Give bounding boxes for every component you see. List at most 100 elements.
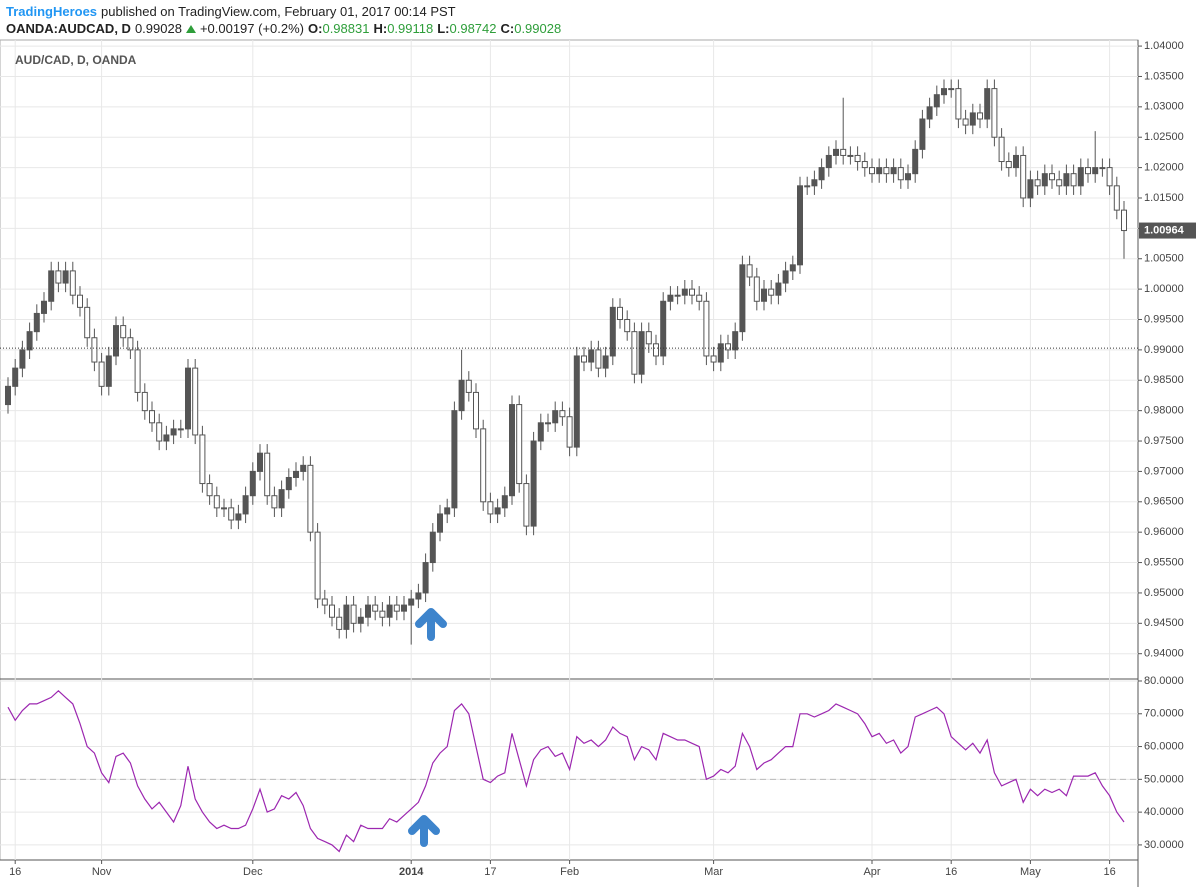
candle-body — [609, 306, 616, 357]
candle-body — [732, 331, 739, 351]
candle-body — [588, 349, 595, 363]
y-tick-label: 1.03000 — [1144, 101, 1184, 113]
candle-body — [969, 112, 976, 126]
arrow-annotation — [415, 608, 447, 641]
candle-body — [1092, 167, 1099, 175]
author[interactable]: TradingHeroes — [6, 4, 98, 19]
x-tick-label: 16 — [1103, 866, 1115, 878]
candle-body — [595, 349, 602, 369]
y-tick-label: 0.99000 — [1144, 344, 1184, 356]
candle-body — [962, 118, 969, 126]
candle-body — [581, 355, 587, 363]
symbol: OANDA:AUDCAD, D — [6, 21, 131, 36]
candle-body — [653, 343, 659, 357]
candle-body — [494, 507, 501, 515]
candle-body — [1027, 179, 1034, 199]
arrow-annotation — [408, 815, 440, 847]
candle-body — [48, 270, 55, 302]
candle-body — [480, 428, 487, 503]
candle-body — [501, 495, 508, 509]
close-value: 0.99028 — [514, 21, 562, 36]
candle-body — [566, 416, 573, 448]
candle-body — [393, 604, 400, 612]
candle-body — [141, 391, 148, 412]
y-tick-label: 0.95500 — [1144, 556, 1184, 568]
candle-body — [120, 325, 127, 339]
candle-body — [645, 331, 652, 345]
change: +0.00197 (+0.2%) — [199, 21, 305, 36]
y-tick-label: 0.95000 — [1144, 587, 1184, 599]
candle-body — [912, 148, 919, 175]
y-tick-label: 0.98000 — [1144, 405, 1184, 417]
candle-body — [739, 264, 746, 333]
open-value: 0.98831 — [322, 21, 370, 36]
candle-body — [1056, 179, 1063, 187]
candle-body — [559, 410, 566, 418]
candle-body — [487, 501, 494, 515]
candle-body — [415, 592, 422, 600]
y-tick-label: 0.98500 — [1144, 374, 1184, 386]
header: TradingHeroes published on TradingView.c… — [6, 3, 561, 37]
candle-body — [797, 185, 803, 266]
y-tick-label: 80.0000 — [1144, 675, 1184, 687]
y-tick-label: 40.0000 — [1144, 806, 1184, 818]
marks: 1.00964 — [0, 79, 1196, 853]
candle-body — [429, 531, 436, 564]
candle-body — [156, 422, 163, 442]
y-tick-label: 1.01500 — [1144, 192, 1184, 204]
candle-body — [98, 361, 105, 387]
y-tick-label: 60.0000 — [1144, 740, 1184, 752]
candle-body — [689, 288, 695, 296]
candle-body — [926, 106, 933, 120]
candle-body — [343, 604, 350, 630]
last-price-box — [1139, 222, 1196, 239]
frame — [0, 39, 1139, 861]
candle-body — [998, 136, 1005, 163]
candle-body — [113, 325, 119, 357]
candle-body — [1041, 173, 1048, 187]
candle-body — [552, 410, 559, 424]
candle-body — [768, 288, 775, 296]
candle-body — [307, 464, 314, 533]
candle-body — [667, 294, 674, 302]
candle-body — [530, 440, 537, 527]
x-tick-label: 16 — [9, 866, 21, 878]
candle-body — [321, 598, 328, 606]
low-value: 0.98742 — [449, 21, 497, 36]
candle-body — [192, 367, 199, 436]
candle-body — [804, 185, 811, 188]
candle-body — [127, 337, 134, 351]
candle-body — [285, 476, 292, 491]
x-tick-label: Mar — [704, 866, 723, 878]
y-tick-label: 1.04000 — [1144, 40, 1184, 52]
candle-body — [933, 94, 940, 108]
high-label: H: — [373, 21, 388, 36]
y-tick-label: 0.97000 — [1144, 465, 1184, 477]
candle-body — [444, 507, 451, 515]
candle-body — [984, 88, 991, 120]
candle-body — [465, 379, 472, 393]
candle-body — [33, 312, 40, 333]
candle-body — [235, 513, 242, 521]
candle-body — [840, 148, 847, 156]
candle-body — [1020, 154, 1027, 199]
candle-body — [509, 404, 515, 497]
candle-body — [847, 154, 854, 157]
candle-body — [206, 483, 213, 497]
y-tick-label: 70.0000 — [1144, 708, 1184, 720]
candle-body — [789, 264, 796, 272]
candle-body — [69, 270, 76, 296]
candle-body — [1077, 167, 1084, 187]
candle-body — [314, 531, 321, 600]
y-tick-label: 1.00000 — [1144, 283, 1184, 295]
candle-body — [451, 410, 458, 509]
candle-body — [221, 507, 227, 510]
candle-body — [5, 385, 11, 406]
candle-body — [1034, 179, 1041, 187]
chart-title: AUD/CAD, D, OANDA — [15, 53, 137, 67]
y-tick-label: 1.02500 — [1144, 131, 1184, 143]
candle-body — [401, 604, 407, 612]
candle-body — [163, 434, 170, 442]
candle-body — [357, 616, 364, 624]
